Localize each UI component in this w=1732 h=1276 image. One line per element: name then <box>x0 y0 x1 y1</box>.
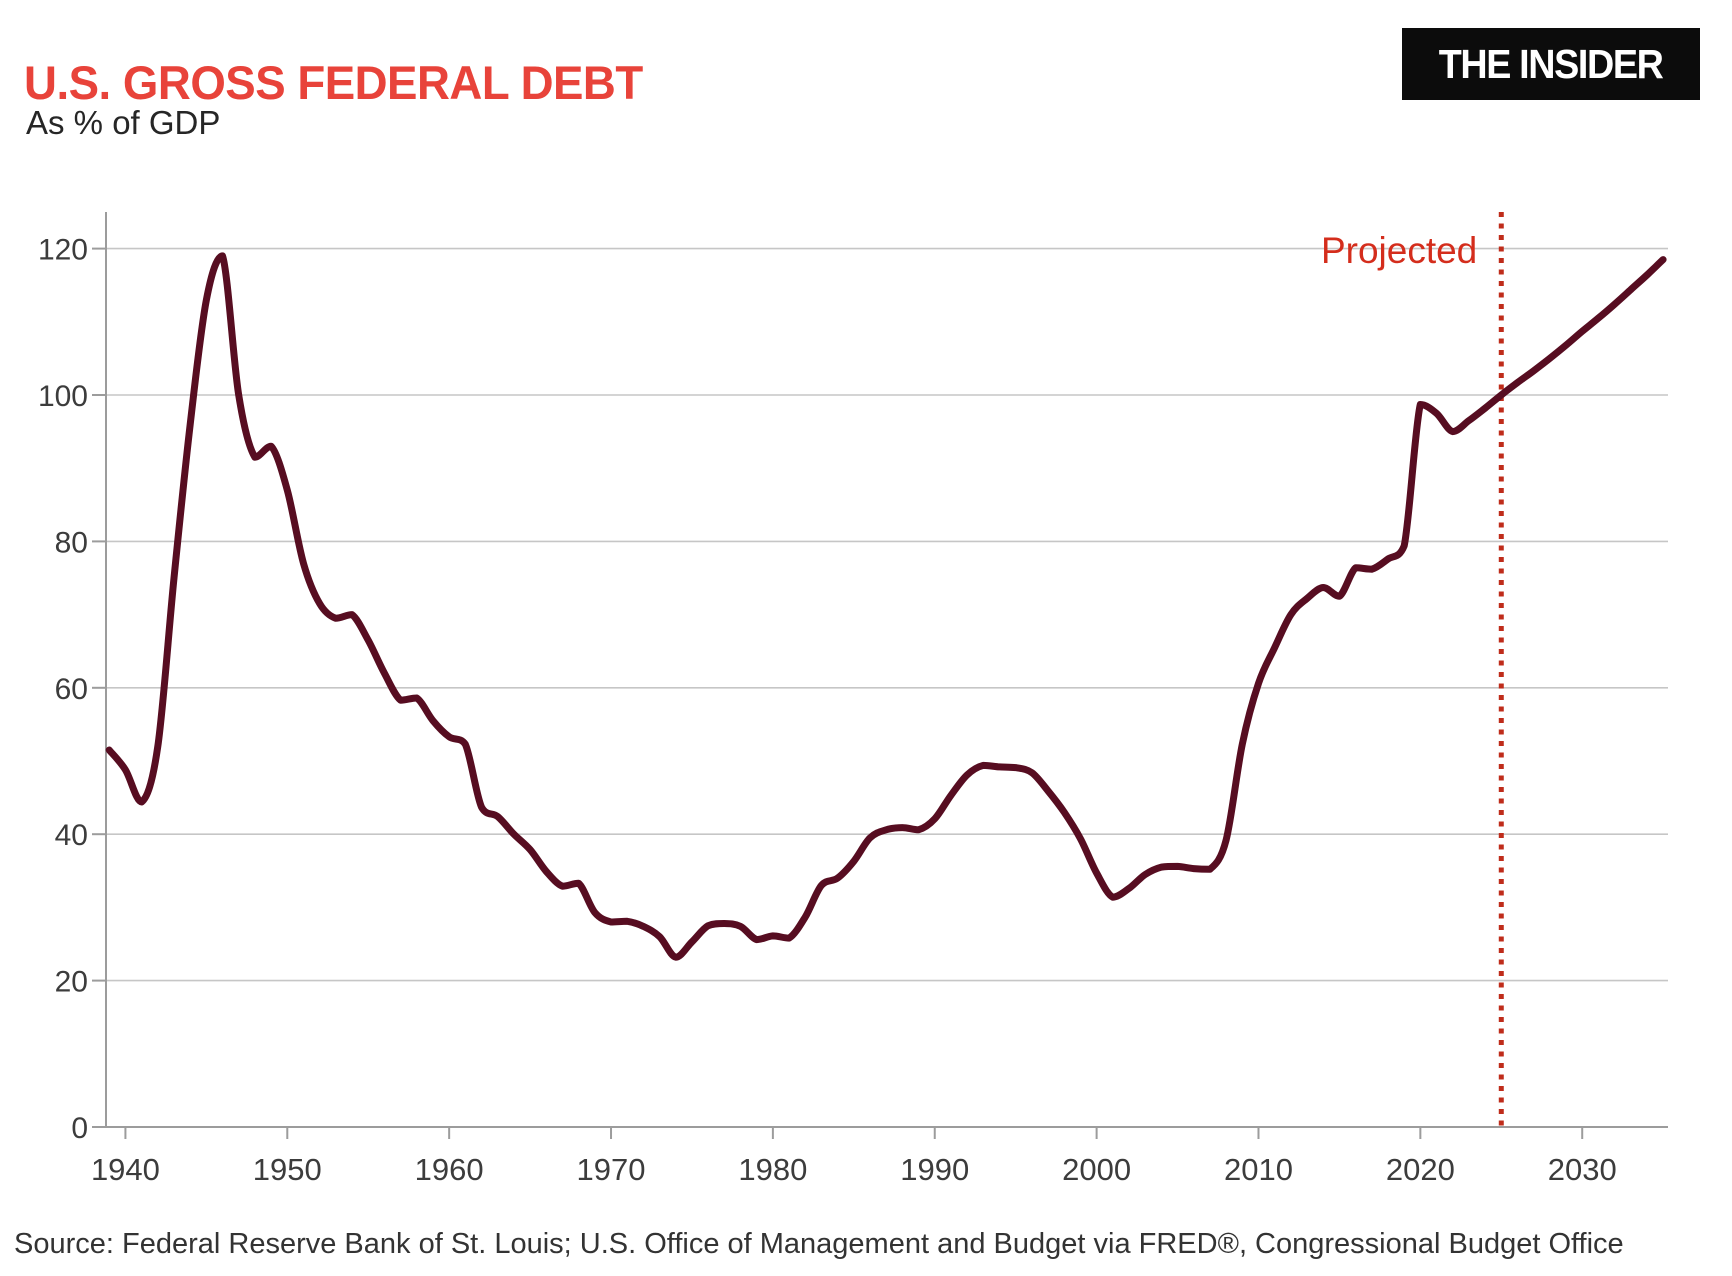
brand-logo: THE INSIDER <box>1402 28 1700 100</box>
x-tick-label: 1950 <box>253 1152 322 1187</box>
x-tick-label: 2010 <box>1224 1152 1293 1187</box>
y-tick-label: 100 <box>38 380 88 413</box>
x-tick-label: 2000 <box>1062 1152 1131 1187</box>
source-note: Source: Federal Reserve Bank of St. Loui… <box>14 1228 1624 1260</box>
brand-logo-text: THE INSIDER <box>1439 40 1664 87</box>
page-subtitle: As % of GDP <box>26 104 221 141</box>
y-tick-label: 0 <box>71 1112 88 1145</box>
y-tick-label: 120 <box>38 234 88 267</box>
y-tick-label: 40 <box>55 819 88 852</box>
y-tick-label: 20 <box>55 966 88 999</box>
x-tick-label: 1970 <box>577 1152 646 1187</box>
x-tick-label: 1980 <box>738 1152 807 1187</box>
y-tick-label: 60 <box>55 673 88 706</box>
debt-line <box>105 252 1667 961</box>
y-tick-label: 80 <box>55 526 88 559</box>
x-tick-label: 1990 <box>900 1152 969 1187</box>
x-tick-label: 2030 <box>1548 1152 1617 1187</box>
x-tick-label: 1960 <box>415 1152 484 1187</box>
x-tick-label: 1940 <box>91 1152 160 1187</box>
x-tick-label: 2020 <box>1386 1152 1455 1187</box>
page-title: U.S. GROSS FEDERAL DEBT <box>24 56 643 110</box>
projected-label: Projected <box>1321 230 1477 271</box>
